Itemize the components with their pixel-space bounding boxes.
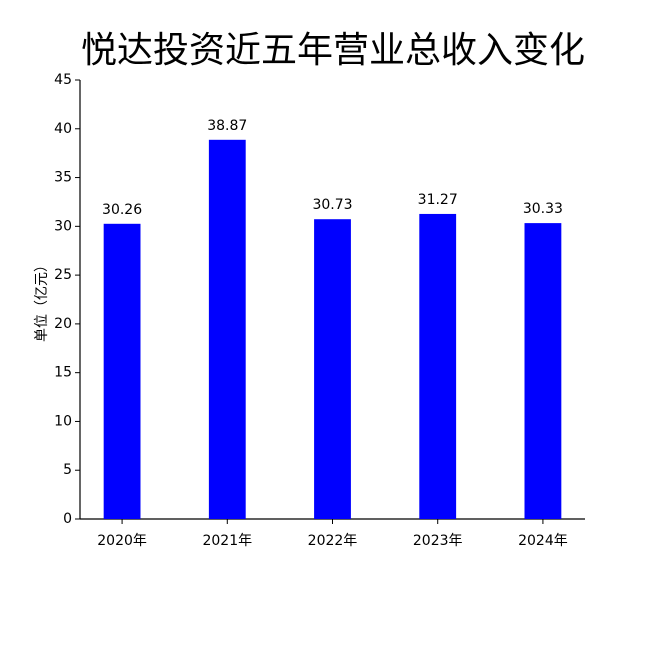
x-tick-label: 2021年 [202,533,252,549]
bar [314,219,351,519]
y-axis-label: 单位（亿元） [34,258,50,342]
x-tick-label: 2023年 [413,533,463,549]
value-label: 30.26 [102,202,142,218]
y-tick-label: 40 [54,121,72,137]
y-tick-label: 20 [54,316,72,332]
y-tick-label: 35 [54,170,72,186]
bar [208,139,246,519]
y-tick-label: 45 [54,72,72,88]
x-tick-label: 2022年 [308,533,358,549]
value-label: 31.27 [418,192,458,208]
x-tick-label: 2020年 [97,533,147,549]
value-label: 38.87 [207,118,247,134]
x-tick-label: 2024年 [518,533,568,549]
y-tick-label: 0 [63,511,72,527]
chart-title: 悦达投资近五年营业总收入变化 [81,30,585,71]
value-label: 30.73 [312,197,352,213]
y-tick-label: 5 [63,462,72,478]
bar [103,223,141,520]
bar [524,223,562,519]
bar [419,213,457,519]
y-tick-label: 10 [54,413,72,429]
y-tick-label: 25 [54,267,72,283]
y-tick-label: 15 [54,365,72,381]
value-label: 30.33 [523,201,563,217]
y-tick-label: 30 [54,218,72,234]
